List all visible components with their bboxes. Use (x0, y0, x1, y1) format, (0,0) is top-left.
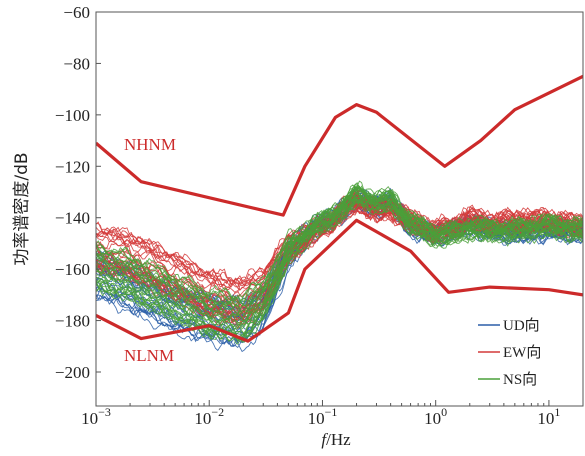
psd-trace (96, 193, 583, 332)
y-tick-label: −120 (55, 157, 90, 176)
legend-label: NS向 (503, 371, 537, 388)
y-tick-label: −80 (63, 54, 90, 73)
x-axis-title-var: f (321, 430, 328, 449)
y-tick-label: −60 (63, 3, 90, 22)
plot-frame (95, 11, 584, 407)
nhnm-curve (96, 74, 583, 217)
y-tick-label: −160 (55, 260, 90, 279)
nhnm-label: NHNM (124, 135, 176, 154)
nlnm-curve (96, 218, 583, 343)
y-axis-title: 功率谱密度/dB (12, 152, 32, 265)
x-tick-label: 10−1 (308, 405, 338, 428)
y-tick-label: −100 (55, 106, 90, 125)
legend-label: EW向 (503, 344, 541, 361)
psd-trace (96, 196, 583, 308)
nlnm-label: NLNM (124, 346, 174, 365)
psd-trace (96, 192, 583, 309)
psd-trace (96, 197, 583, 343)
psd-trace (96, 184, 583, 304)
x-tick-label: 101 (537, 405, 560, 428)
noise-model-curves (96, 74, 583, 343)
x-axis-title-unit: /Hz (326, 430, 351, 449)
psd-trace (96, 188, 583, 328)
x-axis-title: f/Hz (321, 430, 351, 449)
x-tick-label: 100 (424, 405, 447, 428)
y-tick-label: −140 (55, 209, 90, 228)
y-axis: −60 −80 −100 −120 −140 −160 −180 −200 (55, 3, 101, 382)
x-tick-label: 10−3 (81, 405, 111, 428)
y-tick-label: −200 (55, 363, 90, 382)
legend-label: UD向 (503, 317, 540, 334)
x-axis: 10−3 10−2 10−1 100 101 (81, 400, 584, 428)
x-tick-label: 10−2 (194, 405, 224, 428)
psd-traces (96, 180, 583, 353)
y-axis-label: 功率谱密度/dB (12, 152, 32, 265)
psd-trace (96, 189, 583, 315)
legend: UD向 EW向 NS向 (478, 317, 541, 388)
y-tick-label: −180 (55, 312, 90, 331)
psd-trace (96, 186, 583, 322)
